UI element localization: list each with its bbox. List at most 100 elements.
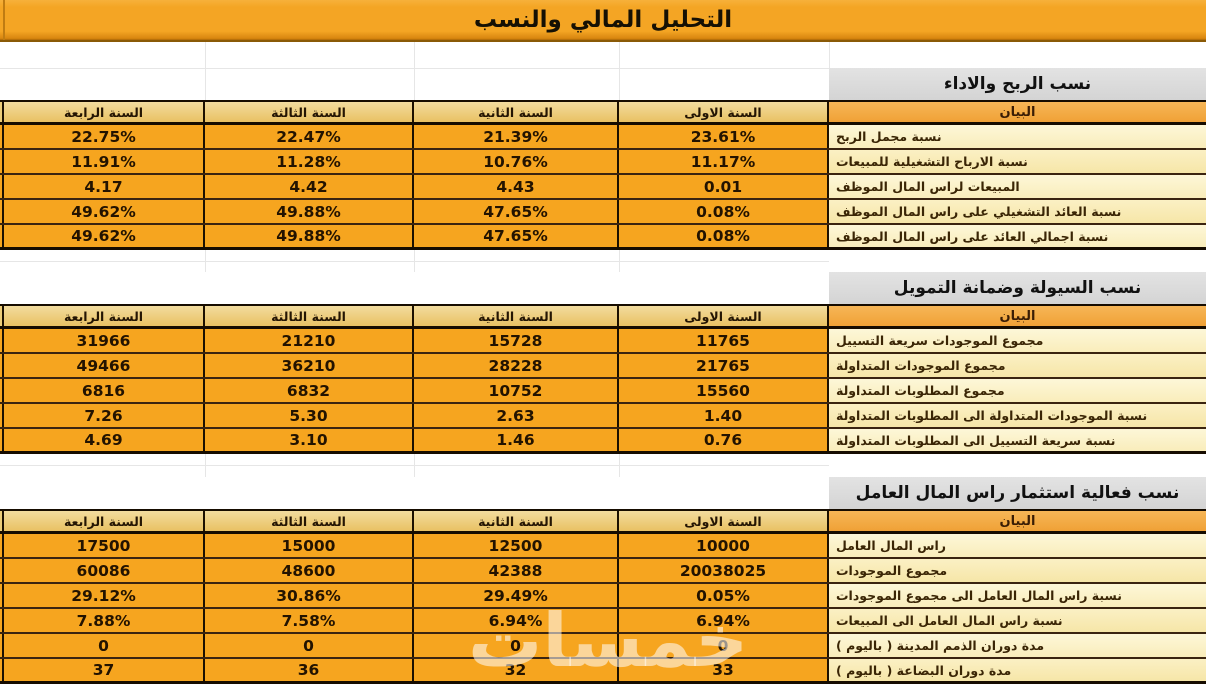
- table-row: 4.69 3.10 1.46 0.76 نسبة سريعة التسييل الى ا…: [0, 429, 1206, 454]
- table-row: 7.88% 7.58% 6.94% 6.94% نسبة راس المال العام…: [0, 609, 1206, 634]
- statement-cell: مجموع الموجودات المتداولة: [829, 354, 1206, 377]
- table-row: 7.26 5.30 2.63 1.40 نسبة الموجودات المتداولة…: [0, 404, 1206, 429]
- value-cell-year1: 33: [619, 659, 829, 681]
- row-strip: [0, 559, 4, 582]
- section-heading: نسب السيولة وضمانة التمويل: [829, 272, 1206, 304]
- row-strip: [0, 609, 4, 632]
- value-cell-year2: 21.39%: [414, 125, 619, 148]
- row-strip: [0, 329, 4, 352]
- value-cell-year3: 11.28%: [205, 150, 414, 173]
- value-cell-year2: 32: [414, 659, 619, 681]
- value-cell-year1: 0.05%: [619, 584, 829, 607]
- value-cell-year3: 5.30: [205, 404, 414, 427]
- statement-cell: نسبة الموجودات المتداولة الى المطلوبات ا…: [829, 404, 1206, 427]
- statement-label: راس المال العامل: [836, 538, 946, 553]
- gridline: [0, 261, 829, 262]
- row-strip: [0, 225, 4, 247]
- table-row: 49.62% 49.88% 47.65% 0.08% نسبة اجمالي العائ…: [0, 225, 1206, 250]
- statement-cell: مجموع المطلوبات المتداولة: [829, 379, 1206, 402]
- table-row: 11.91% 11.28% 10.76% 11.17% نسبة الارباح الت…: [0, 150, 1206, 175]
- value-cell-year2: 10752: [414, 379, 619, 402]
- table-row: 6816 6832 10752 15560 مجموع المطلوبات المتدا…: [0, 379, 1206, 404]
- value-cell-year2: 47.65%: [414, 200, 619, 223]
- value-cell-year4: 4.69: [4, 429, 205, 451]
- section-working-capital: نسب فعالية استثمار راس المال العامل السن…: [0, 477, 1206, 684]
- statement-cell: مجموع الموجودات: [829, 559, 1206, 582]
- section-heading-row: نسب الربح والاداء: [0, 68, 1206, 100]
- table-row: 49466 36210 28228 21765 مجموع الموجودات المت…: [0, 354, 1206, 379]
- value-cell-year4: 17500: [4, 534, 205, 557]
- gridline: [619, 42, 620, 100]
- value-cell-year1: 10000: [619, 534, 829, 557]
- row-strip: [0, 306, 4, 326]
- value-cell-year1: 0: [619, 634, 829, 657]
- value-cell-year2: 28228: [414, 354, 619, 377]
- statement-label: مجموع الموجودات المتداولة: [836, 358, 1006, 373]
- value-cell-year4: 31966: [4, 329, 205, 352]
- value-cell-year1: 11.17%: [619, 150, 829, 173]
- statement-cell: نسبة راس المال العامل الى المبيعات: [829, 609, 1206, 632]
- value-cell-year2: 29.49%: [414, 584, 619, 607]
- statement-label: نسبة راس المال العامل الى مجموع الموجودا…: [836, 588, 1122, 603]
- statement-cell: مجموع الموجودات سريعة التسييل: [829, 329, 1206, 352]
- gridline: [414, 42, 415, 100]
- statement-cell: نسبة اجمالي العائد على راس المال الموظف: [829, 225, 1206, 247]
- statement-label: نسبة اجمالي العائد على راس المال الموظف: [836, 228, 1109, 244]
- value-cell-year2: 42388: [414, 559, 619, 582]
- table-row: 37 36 32 33 مدة دوران البضاعة ( باليوم ): [0, 659, 1206, 684]
- value-cell-year2: 10.76%: [414, 150, 619, 173]
- section-heading: نسب الربح والاداء: [829, 68, 1206, 100]
- value-cell-year3: 3.10: [205, 429, 414, 451]
- value-cell-year1: 0.08%: [619, 225, 829, 247]
- col-header-year4: السنة الرابعة: [4, 306, 205, 326]
- col-header-year2: السنة الثانية: [414, 306, 619, 326]
- gridline: [205, 42, 206, 100]
- value-cell-year4: 4.17: [4, 175, 205, 198]
- statement-label: نسبة الارباح التشغيلية للمبيعات: [836, 154, 1028, 169]
- value-cell-year2: 15728: [414, 329, 619, 352]
- col-header-year3: السنة الثالثة: [205, 306, 414, 326]
- row-strip: [0, 175, 4, 198]
- table-row: 22.75% 22.47% 21.39% 23.61% نسبة مجمل الربح: [0, 125, 1206, 150]
- value-cell-year2: 0: [414, 634, 619, 657]
- col-header-statement: البيان: [829, 306, 1206, 326]
- statement-cell: نسبة سريعة التسييل الى المطلوبات المتداو…: [829, 429, 1206, 451]
- col-header-year1: السنة الاولى: [619, 102, 829, 122]
- value-cell-year3: 15000: [205, 534, 414, 557]
- row-strip: [0, 102, 4, 122]
- statement-label: المبيعات لراس المال الموظف: [836, 179, 1020, 194]
- col-header-statement: البيان: [829, 102, 1206, 122]
- row-strip: [0, 125, 4, 148]
- section-heading-row: نسب فعالية استثمار راس المال العامل: [0, 477, 1206, 509]
- table-row: 17500 15000 12500 10000 راس المال العامل: [0, 534, 1206, 559]
- row-strip: [0, 379, 4, 402]
- row-strip: [0, 534, 4, 557]
- value-cell-year2: 2.63: [414, 404, 619, 427]
- statement-label: مدة دوران الذمم المدينة ( باليوم ): [836, 638, 1045, 653]
- value-cell-year2: 4.43: [414, 175, 619, 198]
- col-header-year4: السنة الرابعة: [4, 511, 205, 531]
- table-row: 49.62% 49.88% 47.65% 0.08% نسبة العائد التشغ…: [0, 200, 1206, 225]
- row-strip: [0, 511, 4, 531]
- value-cell-year1: 21765: [619, 354, 829, 377]
- statement-label: نسبة راس المال العامل الى المبيعات: [836, 613, 1063, 628]
- value-cell-year1: 15560: [619, 379, 829, 402]
- value-cell-year2: 12500: [414, 534, 619, 557]
- value-cell-year4: 49466: [4, 354, 205, 377]
- value-cell-year3: 49.88%: [205, 200, 414, 223]
- row-strip: [0, 429, 4, 451]
- value-cell-year3: 6832: [205, 379, 414, 402]
- value-cell-year3: 48600: [205, 559, 414, 582]
- value-cell-year1: 20038025: [619, 559, 829, 582]
- value-cell-year4: 22.75%: [4, 125, 205, 148]
- value-cell-year1: 0.01: [619, 175, 829, 198]
- value-cell-year3: 22.47%: [205, 125, 414, 148]
- statement-label: مجموع الموجودات سريعة التسييل: [836, 333, 1044, 348]
- statement-label: مجموع المطلوبات المتداولة: [836, 383, 1005, 398]
- value-cell-year4: 11.91%: [4, 150, 205, 173]
- header-row: السنة الرابعة السنة الثالثة السنة الثاني…: [0, 509, 1206, 534]
- row-strip: [0, 659, 4, 681]
- value-cell-year4: 37: [4, 659, 205, 681]
- col-header-statement: البيان: [829, 511, 1206, 531]
- header-row: السنة الرابعة السنة الثالثة السنة الثاني…: [0, 304, 1206, 329]
